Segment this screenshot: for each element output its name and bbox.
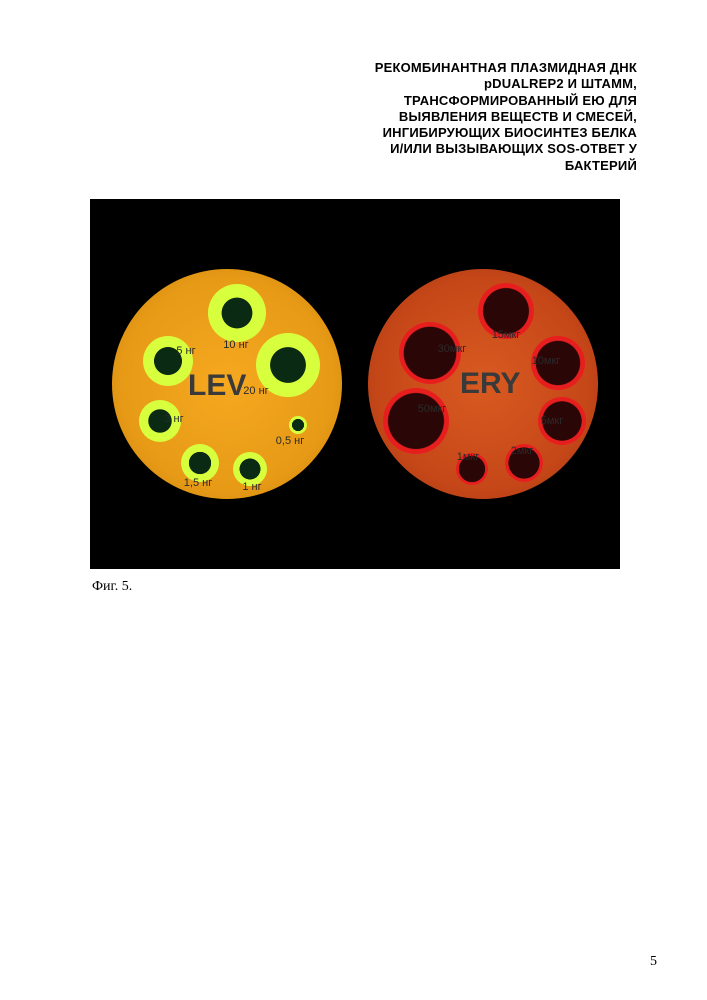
title-line: И/ИЛИ ВЫЗЫВАЮЩИХ SOS-ОТВЕТ У	[390, 141, 637, 156]
petri-dish-ery: ERY 15мкг10мкг5мкг2мкг1мкг50мкг30мкг	[368, 269, 598, 499]
assay-spot	[289, 416, 307, 434]
title-line: pDUALREP2 И ШТАММ,	[484, 76, 637, 91]
title-line: РЕКОМБИНАНТНАЯ ПЛАЗМИДНАЯ ДНК	[375, 60, 637, 75]
figure-caption: Фиг. 5.	[92, 579, 637, 595]
assay-spot	[233, 452, 267, 486]
assay-spot	[399, 322, 461, 384]
assay-spot	[256, 333, 320, 397]
assay-spot	[181, 444, 219, 482]
dish-label-lev: LEV	[188, 369, 246, 403]
assay-spot	[143, 336, 193, 386]
title-line: БАКТЕРИЙ	[565, 158, 637, 173]
assay-spot	[478, 283, 534, 339]
page-number: 5	[650, 954, 657, 970]
document-title: РЕКОМБИНАНТНАЯ ПЛАЗМИДНАЯ ДНК pDUALREP2 …	[90, 60, 637, 174]
figure-frame: LEV 10 нг20 нг0,5 нг1 нг1,5 нг3 нг5 нг E…	[90, 199, 620, 569]
assay-spot	[531, 336, 585, 390]
title-line: ТРАНСФОРМИРОВАННЫЙ ЕЮ ДЛЯ	[404, 93, 637, 108]
title-line: ИНГИБИРУЮЩИХ БИОСИНТЕЗ БЕЛКА	[383, 125, 637, 140]
document-page: РЕКОМБИНАНТНАЯ ПЛАЗМИДНАЯ ДНК pDUALREP2 …	[0, 0, 707, 1000]
petri-dish-lev: LEV 10 нг20 нг0,5 нг1 нг1,5 нг3 нг5 нг	[112, 269, 342, 499]
assay-spot	[383, 388, 449, 454]
assay-spot	[505, 444, 543, 482]
assay-spot	[456, 453, 488, 485]
dish-label-ery: ERY	[460, 367, 521, 401]
assay-spot	[208, 284, 266, 342]
title-line: ВЫЯВЛЕНИЯ ВЕЩЕСТВ И СМЕСЕЙ,	[399, 109, 637, 124]
amount-label: 0,5 нг	[276, 435, 304, 447]
assay-spot	[538, 397, 586, 445]
assay-spot	[139, 400, 181, 442]
